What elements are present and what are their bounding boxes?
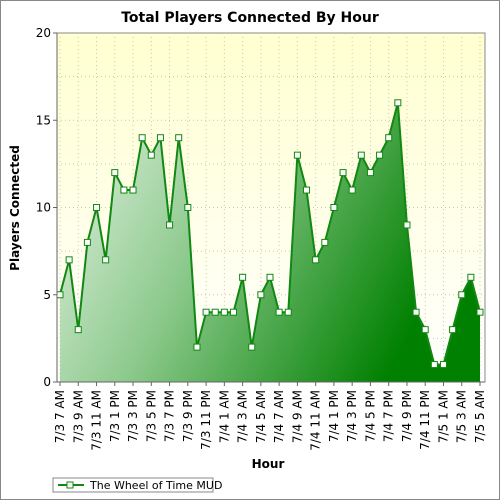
data-point — [166, 221, 174, 229]
data-point — [120, 186, 128, 194]
legend: The Wheel of Time MUD — [52, 477, 222, 493]
x-axis-label: Hour — [252, 457, 285, 471]
chart-title: Total Players Connected By Hour — [121, 10, 379, 26]
data-point — [56, 291, 64, 299]
axes — [53, 32, 485, 386]
x-tick-label: 7/4 3 AM — [236, 390, 250, 443]
data-point — [156, 134, 164, 142]
legend-box — [52, 477, 214, 493]
x-tick-label: 7/3 9 AM — [71, 390, 85, 443]
legend-label: The Wheel of Time MUD — [89, 479, 222, 492]
x-tick-label: 7/4 3 PM — [345, 390, 359, 442]
data-point — [65, 256, 73, 264]
data-point — [439, 361, 447, 369]
data-point — [248, 343, 256, 351]
data-point — [111, 169, 119, 177]
data-point — [403, 221, 411, 229]
data-point — [449, 326, 457, 334]
data-point — [102, 256, 110, 264]
x-tick-label: 7/4 1 PM — [327, 390, 341, 442]
data-point — [312, 256, 320, 264]
data-point — [266, 273, 274, 281]
data-point — [467, 273, 475, 281]
y-tick-label: 5 — [43, 288, 51, 302]
x-tick-label: 7/4 11 AM — [309, 390, 323, 451]
data-point — [321, 238, 329, 246]
x-tick-label: 7/4 5 PM — [363, 390, 377, 442]
x-tick-label: 7/4 7 AM — [272, 390, 286, 443]
data-point — [339, 169, 347, 177]
x-tick-label: 7/3 11 PM — [199, 390, 213, 450]
data-point — [93, 204, 101, 211]
data-point — [202, 308, 210, 316]
data-point — [257, 291, 265, 299]
y-tick-label: 10 — [36, 201, 51, 215]
data-point — [229, 308, 237, 316]
series-area-fill — [60, 102, 480, 383]
data-point — [83, 238, 91, 246]
data-point — [421, 326, 429, 334]
data-point — [330, 204, 338, 211]
x-tick-label: 7/3 1 PM — [108, 390, 122, 442]
data-point — [220, 308, 228, 316]
data-point — [348, 186, 356, 194]
x-tick-label: 7/4 11 PM — [418, 390, 432, 450]
x-tick-label: 7/4 1 AM — [217, 390, 231, 443]
area-layer — [56, 99, 484, 383]
data-point — [376, 151, 384, 159]
x-tick-label: 7/5 3 AM — [455, 390, 469, 443]
y-axis-label: Players Connected — [8, 145, 22, 271]
x-tick-label: 7/3 7 AM — [53, 390, 67, 443]
data-point — [430, 361, 438, 369]
y-tick-label: 15 — [36, 113, 51, 127]
data-point — [303, 186, 311, 194]
x-tick-label: 7/4 9 AM — [290, 390, 304, 443]
x-tick-label: 7/3 11 AM — [90, 390, 104, 451]
data-point — [412, 308, 420, 316]
x-tick-label: 7/5 5 AM — [473, 390, 487, 443]
data-point — [385, 134, 393, 142]
data-point — [476, 308, 484, 316]
y-tick-label: 20 — [36, 26, 51, 40]
data-point — [284, 308, 292, 316]
data-point — [394, 99, 402, 107]
legend-marker-swatch — [66, 481, 74, 489]
data-point — [458, 291, 466, 299]
x-tick-label: 7/4 7 PM — [382, 390, 396, 442]
data-point — [184, 204, 192, 211]
x-tick-label: 7/4 9 PM — [400, 390, 414, 442]
data-point — [211, 308, 219, 316]
data-point — [138, 134, 146, 142]
data-point — [74, 326, 82, 334]
x-tick-labels: 7/3 7 AM 7/3 9 AM 7/3 11 AM 7/3 1 PM 7/3 3 P… — [53, 390, 487, 451]
data-point — [366, 169, 374, 177]
data-point — [193, 343, 201, 351]
x-tick-label: 7/5 1 AM — [436, 390, 450, 443]
y-tick-label: 0 — [43, 375, 51, 389]
x-tick-label: 7/4 5 AM — [254, 390, 268, 443]
data-point — [293, 151, 301, 159]
data-point — [357, 151, 365, 159]
data-point — [175, 134, 183, 142]
y-tick-labels: 0 5 10 15 20 — [36, 26, 51, 389]
data-point — [129, 186, 137, 194]
x-tick-label: 7/3 3 PM — [126, 390, 140, 442]
x-tick-label: 7/3 7 PM — [163, 390, 177, 442]
data-point — [147, 151, 155, 159]
x-tick-label: 7/3 5 PM — [144, 390, 158, 442]
x-tick-label: 7/3 9 PM — [181, 390, 195, 442]
data-point — [275, 308, 283, 316]
data-point — [239, 273, 247, 281]
